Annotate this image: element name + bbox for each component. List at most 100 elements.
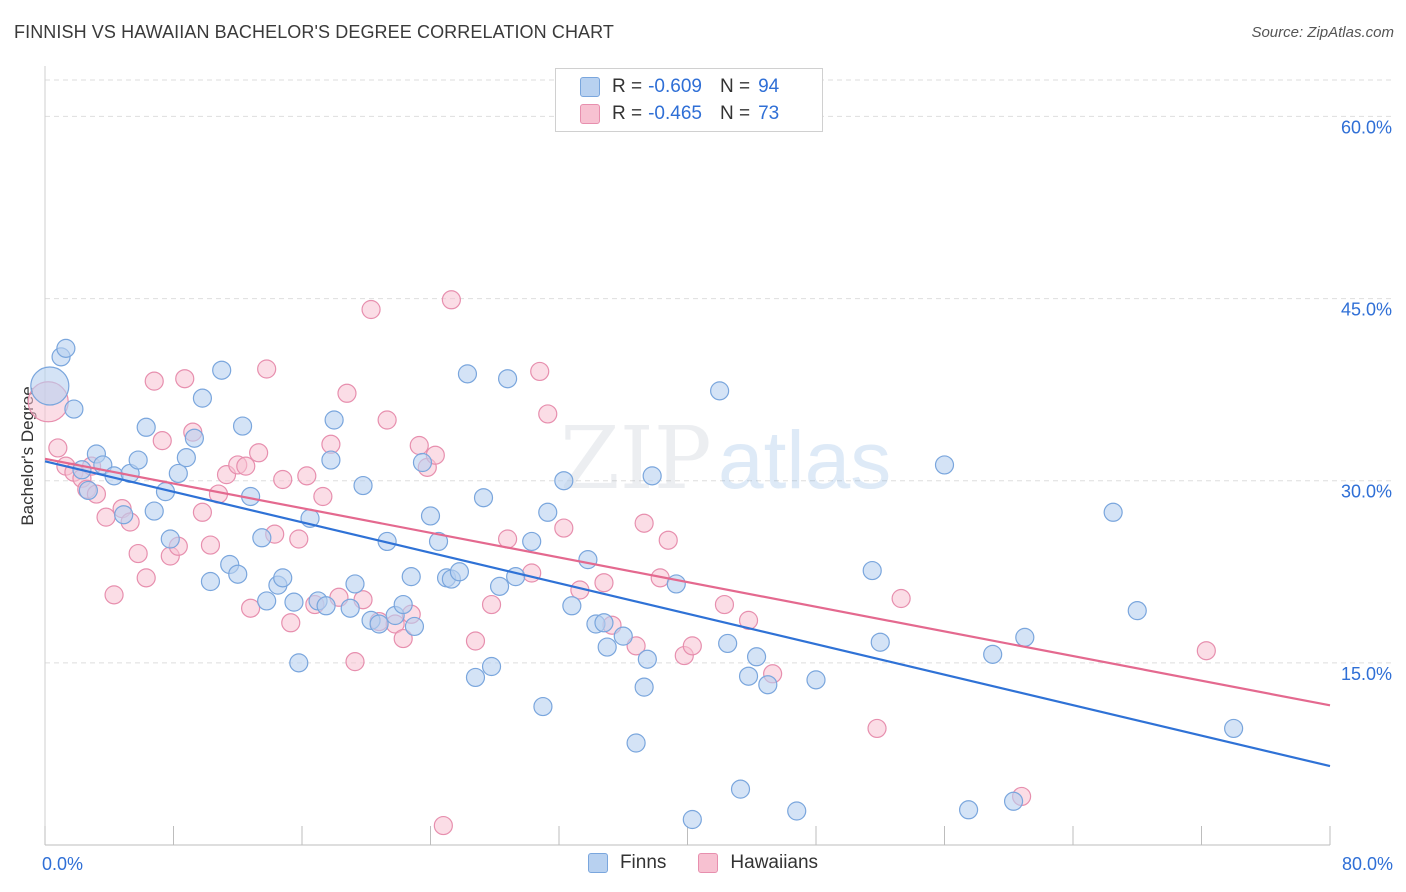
hawaiians-point [257,359,277,379]
finns-r-value: -0.609 [648,76,702,97]
hawaiians-point [236,456,256,476]
hawaiians-n-label: N = [719,103,751,124]
finns-point [30,366,70,406]
finns-point [682,809,702,830]
hawaiians-point [433,815,453,836]
finns-trend-line [44,460,1331,768]
hawaiians-point [96,507,116,527]
tick-labels: 15.0% 30.0% 45.0% 60.0% 0.0% 80.0% [42,117,1393,874]
finns-r-label: R = [612,76,643,97]
hawaiians-swatch [580,104,600,124]
finns-point [168,463,188,484]
hawaiians-point [200,535,221,555]
x-tick-label: 0.0% [42,854,83,874]
hawaiians-point [594,573,614,593]
y-tick-label: 60.0% [1341,117,1392,137]
finns-point [404,616,425,637]
hawaiians-trend-line [44,457,1331,707]
hawaiians-point [361,299,381,320]
legend-row-finns: R = -0.609 N = 94 [580,75,779,99]
hawaiians-point [738,610,759,630]
legend-item-hawaiians[interactable]: Hawaiians [698,852,818,874]
finns-point [626,733,646,753]
trend-lines [44,457,1331,768]
finns-point [324,410,344,430]
y-tick-label: 30.0% [1341,482,1392,502]
hawaiians-r-label: R = [612,103,643,124]
finns-point [538,502,558,522]
finns-point [128,450,148,470]
finns-point [114,505,134,525]
hawaiians-point [891,588,911,609]
finns-point [144,501,164,521]
finns-point [730,779,751,799]
hawaiians-point [377,410,397,430]
finns-point [718,633,738,654]
finns-point [634,677,654,697]
finns-point [369,614,389,634]
hawaiians-point [441,290,461,310]
hawaiians-point [682,636,702,656]
hawaiians-point [192,502,213,522]
finns-legend-label: Finns [619,852,667,873]
finns-point [758,675,778,695]
finns-point [787,801,807,821]
finns-point [533,696,553,717]
finns-point [228,564,248,584]
finns-point [1003,791,1024,811]
finns-point [578,550,598,570]
y-tick-label: 45.0% [1341,300,1392,320]
hawaiians-point [634,513,654,533]
hawaiians-point [297,466,317,486]
hawaiians-legend-swatch [698,853,719,873]
finns-point [1103,502,1123,522]
hawaiians-point [249,443,269,463]
watermark-atlas: atlas [718,415,891,506]
finns-point [412,452,433,473]
correlation-legend: R = -0.609 N = 94 R = -0.465 N = 73 [555,68,823,132]
hawaiians-points [27,290,1216,836]
finns-point [184,428,204,448]
finns-point [498,369,518,389]
legend-item-finns[interactable]: Finns [587,852,667,874]
finns-point [554,471,574,491]
watermark-zip: ZIP [560,409,712,509]
finns-point [862,560,882,581]
hawaiians-point [337,383,357,403]
hawaiians-point [241,598,261,618]
finns-point [481,656,502,677]
finns-swatch [580,77,600,97]
hawaiians-legend-label: Hawaiians [730,852,819,873]
finns-point [738,666,759,686]
hawaiians-point [626,636,646,656]
hawaiians-point [104,585,124,605]
hawaiians-point [538,404,558,424]
finns-point [597,637,617,657]
hawaiians-point [393,628,413,649]
finns-point [428,531,449,552]
x-tick-label: 80.0% [1342,854,1393,874]
hawaiians-point [714,594,735,615]
finns-point [56,338,76,358]
finns-point [273,568,293,588]
finns-point [465,667,486,688]
hawaiians-n-value: 73 [758,103,780,124]
hawaiians-point [465,631,486,651]
finns-point [160,529,180,549]
axes [44,66,1331,846]
finns-point [934,455,955,475]
finns-point [136,417,156,437]
finns-point [594,613,614,633]
finns-point [64,399,84,419]
finns-point [1224,718,1244,739]
hawaiians-point [152,431,172,451]
hawaiians-point [554,518,574,538]
finns-point [192,388,213,408]
hawaiians-point [345,652,365,672]
hawaiians-point [409,435,429,456]
finns-point [1015,627,1035,647]
hawaiians-point [136,568,156,588]
hawaiians-point [658,530,678,550]
finns-point [353,475,373,496]
